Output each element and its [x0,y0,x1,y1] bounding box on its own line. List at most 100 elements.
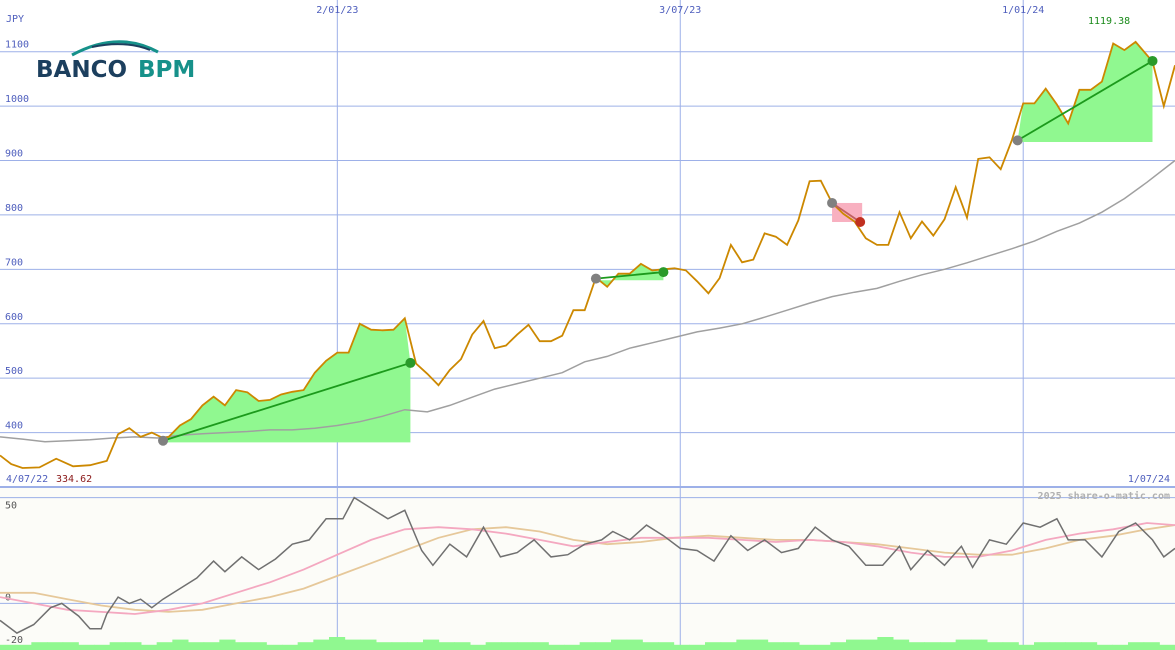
trade-exit-marker [1147,55,1158,66]
max-price-label: 1119.38 [1088,16,1130,27]
volume-bar [313,639,330,650]
trade-exit-marker [405,357,416,368]
volume-bar [297,642,314,650]
volume-bar [438,642,455,650]
volume-bar [1159,644,1175,650]
volume-bar [940,642,957,650]
trade-line-2 [831,202,861,223]
trade-entry-marker [1012,135,1023,146]
volume-bar [955,639,972,650]
volume-bar [485,642,502,650]
volume-bar [219,639,236,650]
price-tick-label: 1100 [5,40,29,51]
volume-bar [579,642,596,650]
volume-bar [188,642,205,650]
volume-bar [376,642,393,650]
volume-bar [564,644,581,650]
volume-bar [1065,642,1082,650]
volume-bar [1034,642,1051,650]
trade-line-3 [1017,60,1153,142]
volume-bar [767,642,784,650]
volume-bar [1096,644,1113,650]
volume-bar [658,642,675,650]
average-line-layer [0,159,1175,443]
trade-entry-marker [590,273,601,284]
volume-bar [846,639,863,650]
volume-bar [391,642,408,650]
trade-lines [158,55,1158,446]
volume-bar [15,644,32,650]
volume-bar [360,639,377,650]
volume-bar [752,639,769,650]
trade-line-0 [162,362,411,442]
volume-bar [1128,642,1145,650]
volume-bar [877,637,894,650]
axis-labels: 400 500 600 700 800 900 1000 1100 2/01/23 3/07/23… [5,5,1044,432]
price-tick-label: 900 [5,149,23,160]
volume-bar [987,642,1004,650]
price-tick-label: 800 [5,203,23,214]
volume-bar [329,637,346,650]
volume-bar [971,639,988,650]
end-date-label: 1/07/24 [1128,474,1170,485]
logo-word-banco: BANCO [36,57,127,83]
volume-bar [203,642,220,650]
volume-bar [924,642,941,650]
price-tick-label: 700 [5,257,23,268]
logo-arc-icon [71,40,159,57]
volume-bar [814,644,831,650]
volume-bar [689,644,706,650]
volume-bar [94,644,111,650]
volume-bar [532,642,549,650]
price-tick-label: 1000 [5,94,29,105]
volume-bar [908,642,925,650]
volume-bar [736,639,753,650]
banco-bpm-logo: BANCO BPM [36,40,195,83]
average-line [0,159,1175,443]
price-tick-label: 500 [5,366,23,377]
logo-word-bpm: BPM [138,57,195,83]
osc-tick-label: -20 [5,635,23,646]
oscillator-main-line [0,496,1175,634]
volume-bar [642,642,659,650]
trade-entry-marker [158,435,169,446]
volume-bar [783,642,800,650]
volume-bar [0,644,17,650]
volume-bar [235,642,252,650]
trade-line-1 [595,271,664,280]
volume-bar [423,639,440,650]
volume-bar [548,644,565,650]
trade-exit-marker [855,217,866,228]
volume-bar [141,644,158,650]
volume-bar [1002,642,1019,650]
oscillator-panel: 500-20 [0,496,1175,650]
volume-bar [454,642,471,650]
volume-bar [893,639,910,650]
volume-bar [720,642,737,650]
price-tick-label: 400 [5,421,23,432]
logo-arc-inner-icon [91,43,151,51]
volume-bar [250,642,267,650]
trade-fill-0 [163,318,411,443]
start-date-label: 4/07/22 [6,474,48,485]
volume-bar [172,639,189,650]
volume-bar [517,642,534,650]
volume-bar [673,644,690,650]
date-tick-label: 1/01/24 [1002,5,1044,16]
volume-bar [1112,644,1129,650]
start-value-label: 334.62 [56,474,92,485]
oscillator-panel-background [0,487,1175,650]
volume-bar [31,642,48,650]
trade-fill-3 [1017,41,1153,142]
volume-bar [611,639,628,650]
date-tick-label: 3/07/23 [659,5,701,16]
volume-bar [1081,642,1098,650]
volume-bar [470,644,487,650]
volume-bar [156,642,173,650]
volume-bar [125,642,142,650]
volume-bar [1018,644,1035,650]
